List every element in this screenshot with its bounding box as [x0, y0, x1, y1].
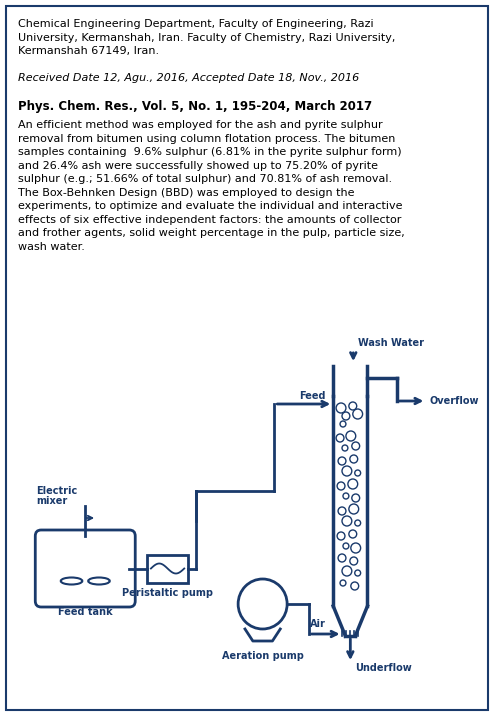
Circle shape [355, 470, 361, 476]
Circle shape [350, 557, 358, 565]
Circle shape [342, 516, 352, 526]
Text: mixer: mixer [36, 496, 68, 506]
Text: and frother agents, solid weight percentage in the pulp, particle size,: and frother agents, solid weight percent… [18, 228, 404, 238]
Text: Air: Air [309, 619, 326, 629]
Circle shape [352, 442, 360, 450]
Circle shape [343, 493, 349, 499]
Circle shape [348, 479, 358, 489]
Circle shape [337, 482, 345, 490]
Text: effects of six effective independent factors: the amounts of collector: effects of six effective independent fac… [18, 215, 401, 225]
Circle shape [350, 455, 358, 463]
Text: Underflow: Underflow [355, 663, 412, 673]
Circle shape [342, 445, 348, 451]
Text: sulphur (e.g.; 51.66% of total sulphur) and 70.81% of ash removal.: sulphur (e.g.; 51.66% of total sulphur) … [18, 174, 392, 184]
FancyBboxPatch shape [35, 530, 135, 607]
Circle shape [349, 402, 357, 410]
Circle shape [343, 543, 349, 549]
Circle shape [338, 507, 346, 515]
Circle shape [342, 566, 352, 576]
Circle shape [336, 403, 346, 413]
Text: Chemical Engineering Department, Faculty of Engineering, Razi: Chemical Engineering Department, Faculty… [18, 19, 373, 29]
Circle shape [353, 409, 362, 419]
Circle shape [336, 434, 344, 442]
Text: Electric: Electric [36, 486, 78, 496]
Text: Peristaltic pump: Peristaltic pump [122, 589, 213, 599]
Text: Phys. Chem. Res., Vol. 5, No. 1, 195-204, March 2017: Phys. Chem. Res., Vol. 5, No. 1, 195-204… [18, 100, 372, 113]
Text: experiments, to optimize and evaluate the individual and interactive: experiments, to optimize and evaluate th… [18, 201, 402, 211]
Bar [147, 554, 188, 583]
Text: and 26.4% ash were successfully showed up to 75.20% of pyrite: and 26.4% ash were successfully showed u… [18, 161, 377, 170]
Circle shape [340, 421, 346, 427]
Circle shape [355, 520, 361, 526]
Circle shape [352, 494, 360, 502]
Text: samples containing  9.6% sulphur (6.81% in the pyrite sulphur form): samples containing 9.6% sulphur (6.81% i… [18, 147, 401, 158]
Text: Feed tank: Feed tank [58, 607, 112, 617]
Circle shape [337, 532, 345, 540]
Text: An efficient method was employed for the ash and pyrite sulphur: An efficient method was employed for the… [18, 120, 382, 130]
Text: Wash Water: Wash Water [358, 338, 424, 348]
Text: Kermanshah 67149, Iran.: Kermanshah 67149, Iran. [18, 46, 159, 56]
Circle shape [355, 570, 361, 576]
Text: wash water.: wash water. [18, 242, 85, 252]
Text: Overflow: Overflow [429, 396, 479, 406]
Circle shape [342, 412, 350, 420]
Text: The Box-Behnken Design (BBD) was employed to design the: The Box-Behnken Design (BBD) was employe… [18, 188, 354, 198]
Text: Feed: Feed [299, 391, 326, 401]
Circle shape [342, 466, 352, 476]
Ellipse shape [88, 578, 110, 584]
Circle shape [338, 457, 346, 465]
Circle shape [346, 431, 356, 441]
Circle shape [338, 554, 346, 562]
Ellipse shape [61, 578, 82, 584]
Circle shape [340, 580, 346, 586]
Circle shape [351, 543, 361, 553]
Circle shape [349, 530, 357, 538]
Circle shape [349, 504, 359, 514]
Circle shape [238, 579, 287, 629]
Text: Received Date 12, Agu., 2016, Accepted Date 18, Nov., 2016: Received Date 12, Agu., 2016, Accepted D… [18, 73, 359, 83]
Text: removal from bitumen using column flotation process. The bitumen: removal from bitumen using column flotat… [18, 134, 395, 144]
Text: University, Kermanshah, Iran. Faculty of Chemistry, Razi University,: University, Kermanshah, Iran. Faculty of… [18, 32, 395, 42]
Circle shape [351, 582, 359, 590]
Text: Aeration pump: Aeration pump [222, 651, 303, 661]
